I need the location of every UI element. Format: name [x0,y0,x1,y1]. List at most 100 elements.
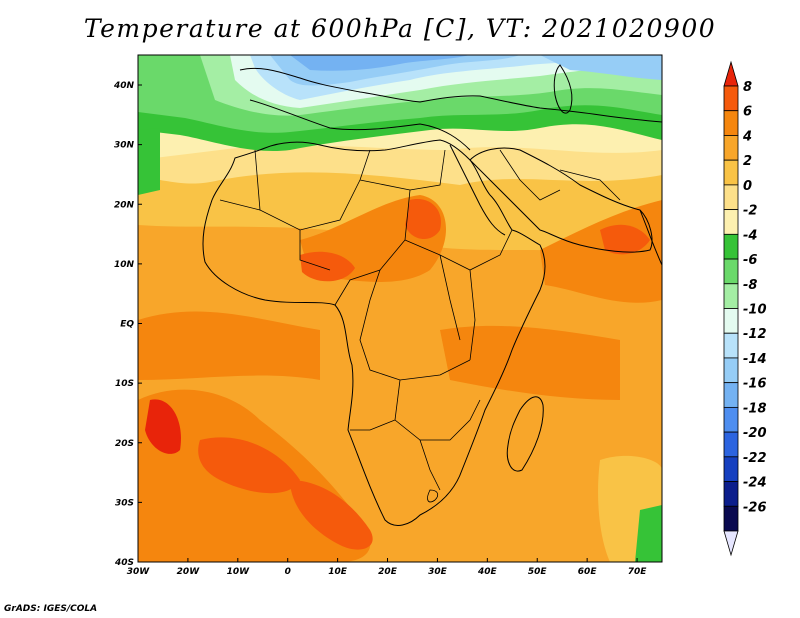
lon-tick-label: 30W [127,567,151,577]
colorbar-box [723,233,739,260]
lon-tick-label: 30E [428,567,448,577]
field-hot-3 [290,480,373,550]
lat-tick-label: 40S [114,558,134,568]
colorbar-box [723,135,739,161]
border-5 [359,269,471,381]
border-7 [394,399,481,441]
field-hot-6 [600,224,650,255]
field-cold-se [635,505,662,562]
colorbar-box [723,431,739,458]
coastlines [202,64,662,526]
lat-tick-label: 30N [114,141,135,151]
field-band-minus18 [290,55,470,71]
colorbar-label: -12 [743,327,767,342]
colorbar-label: -16 [743,377,767,392]
colorbar-box [723,159,739,186]
india-coast [639,209,662,266]
border-14 [559,169,621,201]
colorbar-label: -22 [743,451,767,466]
plot-frame [137,54,663,563]
colorbar-label: 6 [743,105,752,120]
lon-tick-label: 50E [528,567,548,577]
lon-tick-label: 70E [628,567,648,577]
colorbar-label: -20 [743,426,767,441]
colorbar-box [723,505,739,532]
lon-tick-label: 20E [378,567,398,577]
colorbar-top-arrow [723,60,739,87]
field-warm-gulfguinea [138,311,320,380]
latitude-axis: 40N 30N 20N 10N EQ 10S 20S 30S 40S [113,81,142,568]
colorbar-box [723,184,739,211]
colorbar-box [723,456,739,482]
mediterranean-coast [249,99,471,151]
lon-tick-label: 10E [328,567,348,577]
colorbar-label: -4 [743,228,757,243]
field-warm-arabiansea [540,200,662,303]
border-10 [439,254,461,341]
colorbar-label: 2 [743,154,752,169]
lon-tick-label: 60E [578,567,598,577]
country-borders [219,149,621,503]
lon-tick-label: 40E [477,567,498,577]
field-hot-5 [300,251,355,282]
field-warm-indianocean [440,325,620,400]
temperature-field [138,55,662,562]
colorbar-label: -8 [743,278,757,293]
madagascar-coastline [506,396,544,472]
border-2 [359,149,446,191]
lat-tick-label: 20N [114,200,135,210]
border-12 [219,199,261,211]
colorbar-box [723,308,739,334]
arabia-coastline [469,147,653,253]
lon-tick-label: 0 [285,567,291,577]
border-9 [469,269,476,361]
border-13 [499,149,561,201]
colorbar-box [723,406,739,433]
border-1 [254,149,371,231]
lat-tick-label: 40N [113,81,135,91]
caspian-coast [553,64,573,114]
field-cold-west [138,128,160,195]
colorbar-box [723,382,739,408]
colorbar-box [723,258,739,285]
colorbar-label: -6 [743,253,757,268]
colorbar-label: -18 [743,401,767,416]
colorbar-box [723,357,739,384]
field-hot-4 [405,199,441,240]
field-band-minus16-east [540,55,662,80]
red-sea-coast [449,144,506,236]
map-title: Temperature at 600hPa [C], VT: 202102090… [83,14,717,43]
colorbar-box [723,85,739,112]
colorbar-box [723,209,739,235]
colorbar-box [723,283,739,309]
border-6 [350,379,401,431]
lon-tick-label: 10W [227,567,251,577]
lat-tick-label: 30S [115,498,134,508]
colorbar-label: -26 [743,500,767,515]
credit-text: GrADS: IGES/COLA [4,604,98,614]
lat-tick-label: 20S [115,439,134,449]
border-15 [427,489,439,503]
colorbar-box [723,332,739,359]
colorbar-label: 8 [743,80,752,95]
lon-tick-label: 20W [177,567,201,577]
colorbar-bottom-arrow [723,530,739,557]
colorbar-label: -2 [743,204,757,219]
border-11 [299,230,331,271]
lat-tick-label: 10S [115,379,134,389]
border-8 [419,439,441,491]
lat-tick-label: EQ [120,320,134,330]
colorbar-label: -24 [743,476,767,491]
lat-tick-label: 10N [114,260,135,270]
europe-coastline [239,67,662,123]
longitude-axis: 30W 20W 10W 0 10E 20E 30E 40E 50E 60E 70E [127,558,647,577]
colorbar: 8 6 4 2 0 -2 -4 -6 -8 -10 -12 -14 -16 -18 -20 -22 -24 -26 [723,60,767,557]
colorbar-label: -14 [743,352,767,367]
africa-coastline [202,139,546,526]
field-hot-2 [198,437,300,494]
colorbar-label: 4 [742,129,752,144]
colorbar-box [723,481,739,507]
colorbar-label: -10 [743,303,767,318]
colorbar-box [723,110,739,136]
